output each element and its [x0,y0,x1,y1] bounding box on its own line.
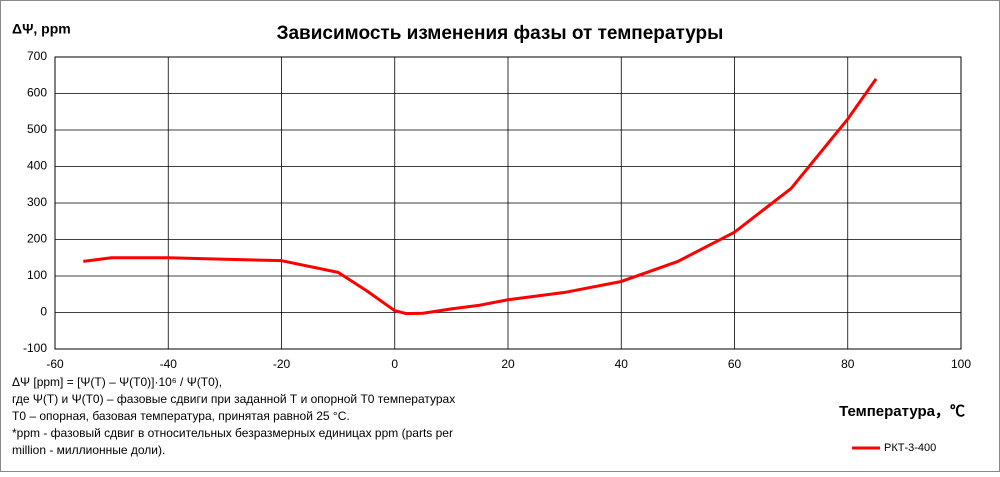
x-tick-label: -40 [160,357,178,371]
x-tick-label: 0 [391,357,398,371]
y-tick-label: 600 [27,86,47,100]
note: ΔΨ [ppm] = [Ψ(T) – Ψ(T0)]·10⁶ / Ψ(T0), [12,375,222,389]
note: Т0 – опорная, базовая температура, приня… [12,409,350,423]
y-tick-label: 400 [27,159,47,173]
chart-title: Зависимость изменения фазы от температур… [277,23,724,44]
y-tick-label: 500 [27,122,47,136]
y-tick-label: 200 [27,232,47,246]
x-tick-label: 40 [615,357,629,371]
x-axis-label: Температура，℃ [839,403,965,420]
y-tick-label: 0 [40,305,47,319]
x-tick-label: -60 [46,357,64,371]
x-tick-label: 60 [728,357,742,371]
x-tick-label: 20 [501,357,515,371]
note: *ppm - фазовый сдвиг в относительных без… [12,426,453,440]
note: где Ψ(T) и Ψ(T0) – фазовые сдвиги при за… [12,392,455,406]
y-axis-label: ΔΨ, ppm [12,21,71,37]
data-line [83,78,878,316]
note: million - миллионные доли). [12,443,165,457]
y-tick-label: 100 [27,268,47,282]
y-tick-label: 300 [27,195,47,209]
y-tick-label: 700 [27,49,47,63]
x-tick-label: 100 [951,357,971,371]
x-tick-label: 80 [841,357,855,371]
legend-label: РКТ-3-400 [884,442,936,454]
y-tick-label: -100 [23,341,47,355]
x-tick-label: -20 [273,357,291,371]
